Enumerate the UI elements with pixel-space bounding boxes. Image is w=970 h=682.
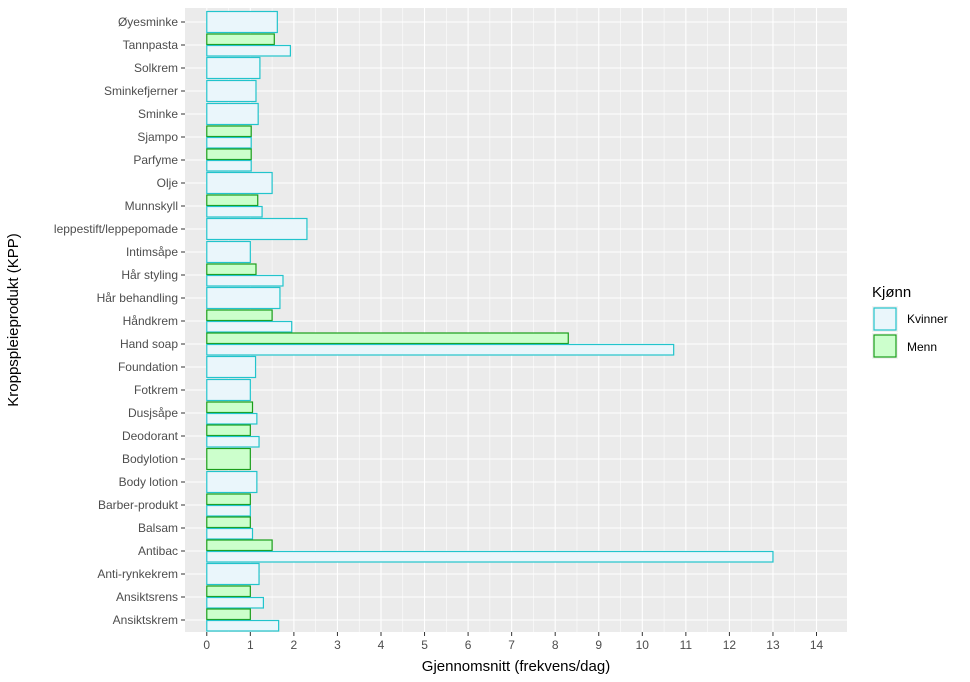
y-tick-label: Håndkrem xyxy=(123,314,178,328)
x-tick-label: 9 xyxy=(595,638,602,652)
y-tick-label: Balsam xyxy=(138,521,178,535)
y-tick-label: Body lotion xyxy=(119,475,178,489)
x-tick-label: 10 xyxy=(636,638,650,652)
y-tick-label: Olje xyxy=(157,176,179,190)
y-tick-label: Sminke xyxy=(138,107,178,121)
legend-label-kvinner: Kvinner xyxy=(907,312,948,326)
x-tick-label: 12 xyxy=(723,638,737,652)
bar-kvinner xyxy=(206,274,284,287)
bar-kvinner xyxy=(206,355,257,379)
x-tick-label: 3 xyxy=(334,638,341,652)
x-tick-label: 0 xyxy=(203,638,210,652)
x-tick-label: 8 xyxy=(552,638,559,652)
bar-kvinner xyxy=(206,412,258,425)
y-tick-label: Parfyme xyxy=(133,153,178,167)
bar-kvinner xyxy=(206,102,259,126)
bar-kvinner xyxy=(206,470,258,494)
y-tick-label: Ansiktskrem xyxy=(113,613,178,627)
bar-kvinner xyxy=(206,136,252,149)
panel-background xyxy=(185,8,847,632)
x-axis-title: Gjennomsnitt (frekvens/dag) xyxy=(422,658,610,675)
x-tick-label: 1 xyxy=(247,638,254,652)
x-tick-label: 6 xyxy=(465,638,472,652)
bar-kvinner xyxy=(206,320,293,333)
bar-kvinner xyxy=(206,44,291,57)
x-tick-label: 13 xyxy=(766,638,780,652)
bar-kvinner xyxy=(206,56,261,80)
x-tick-label: 5 xyxy=(421,638,428,652)
bar-menn xyxy=(206,125,252,138)
bar-menn xyxy=(206,148,252,161)
y-tick-label: Tannpasta xyxy=(123,38,179,52)
bars xyxy=(206,10,774,632)
legend-key-menn xyxy=(873,334,897,358)
y-tick-label: Øyesminke xyxy=(118,15,178,29)
y-axis-title: Kroppspleieprodukt (KPP) xyxy=(5,233,22,406)
bar-menn xyxy=(206,516,251,529)
bar-kvinner xyxy=(206,240,251,264)
y-tick-label: Hår styling xyxy=(121,268,178,282)
bar-kvinner xyxy=(206,79,257,103)
x-tick-label: 2 xyxy=(291,638,298,652)
bar-kvinner xyxy=(206,435,260,448)
y-tick-label: Sjampo xyxy=(137,130,178,144)
y-tick-label: Ansiktsrens xyxy=(116,590,178,604)
x-tick-label: 7 xyxy=(508,638,515,652)
bar-menn xyxy=(206,332,569,345)
bar-kvinner xyxy=(206,550,774,563)
y-tick-label: leppestift/leppepomade xyxy=(54,222,178,236)
bar-menn xyxy=(206,401,254,414)
y-tick-label: Sminkefjerner xyxy=(104,84,178,98)
legend: Kjønn Kvinner Menn xyxy=(872,284,948,359)
legend-label-menn: Menn xyxy=(907,340,937,354)
y-tick-label: Hand soap xyxy=(120,337,178,351)
y-axis: Øyesminke Tannpasta Solkrem Sminkefjerner Sm… xyxy=(54,15,185,627)
y-tick-label: Solkrem xyxy=(134,61,178,75)
y-tick-label: Fotkrem xyxy=(134,383,178,397)
bar-menn xyxy=(206,33,275,46)
bar-kvinner xyxy=(206,217,308,241)
y-tick-label: Munnskyll xyxy=(125,199,178,213)
bar-kvinner xyxy=(206,10,278,34)
bar-menn xyxy=(206,194,259,207)
bar-menn xyxy=(206,608,251,621)
bar-menn xyxy=(206,447,251,471)
x-axis: 0 1 2 3 4 5 6 7 8 9 10 11 12 13 14 xyxy=(203,632,824,652)
bar-menn xyxy=(206,263,257,276)
y-tick-label: Anti-rynkekrem xyxy=(97,567,178,581)
y-tick-label: Antibac xyxy=(138,544,178,558)
x-tick-label: 4 xyxy=(378,638,385,652)
bar-kvinner xyxy=(206,343,675,356)
legend-title: Kjønn xyxy=(872,284,911,301)
y-tick-label: Deodorant xyxy=(122,429,179,443)
legend-key-kvinner xyxy=(873,307,897,331)
bar-kvinner xyxy=(206,171,273,195)
bar-kvinner xyxy=(206,527,254,540)
bar-kvinner xyxy=(206,504,251,517)
bar-kvinner xyxy=(206,619,280,632)
grid-major xyxy=(185,8,847,632)
x-tick-label: 14 xyxy=(810,638,824,652)
bar-menn xyxy=(206,539,273,552)
y-tick-label: Bodylotion xyxy=(122,452,178,466)
y-tick-label: Barber-produkt xyxy=(98,498,179,512)
y-tick-label: Intimsåpe xyxy=(126,245,178,259)
y-tick-label: Dusjsåpe xyxy=(128,406,178,420)
bar-kvinner xyxy=(206,378,251,402)
y-tick-label: Hår behandling xyxy=(97,291,178,305)
bar-menn xyxy=(206,309,273,322)
bar-menn xyxy=(206,424,251,437)
bar-kvinner xyxy=(206,562,260,586)
bar-menn xyxy=(206,493,251,506)
bar-kvinner xyxy=(206,286,281,310)
y-tick-label: Foundation xyxy=(118,360,178,374)
bar-menn xyxy=(206,585,251,598)
bar-kvinner xyxy=(206,159,252,172)
bar-kvinner xyxy=(206,205,263,218)
x-tick-label: 11 xyxy=(680,638,693,652)
bar-kvinner xyxy=(206,596,264,609)
